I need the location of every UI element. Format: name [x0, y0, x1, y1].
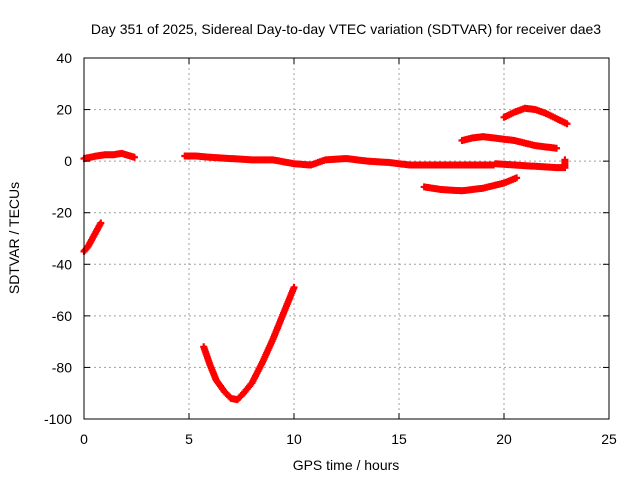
y-tick-label: -40 [52, 256, 72, 272]
x-tick-label: 25 [601, 431, 617, 447]
y-tick-label: 0 [64, 153, 72, 169]
axis-ticks: 0 5 10 15 20 25 -100 -80 -60 -40 -20 0 20 40 [44, 50, 617, 447]
data-point [290, 283, 298, 291]
series-arc-6 [458, 133, 560, 152]
x-tick-label: 5 [185, 431, 193, 447]
series-arc-4 [200, 283, 298, 404]
y-axis-label: SDTVAR / TECUs [6, 182, 22, 294]
y-tick-label: 20 [56, 102, 72, 118]
y-tick-label: -20 [52, 205, 72, 221]
series-arc-3 [181, 152, 497, 169]
data-marks [80, 104, 571, 404]
x-tick-label: 0 [80, 431, 88, 447]
data-point [130, 153, 138, 161]
x-axis-label: GPS time / hours [293, 457, 400, 473]
series-arc-5 [420, 174, 521, 195]
x-tick-label: 20 [496, 431, 512, 447]
data-point [97, 219, 105, 227]
y-tick-label: -80 [52, 359, 72, 375]
data-point [563, 120, 571, 128]
x-tick-label: 10 [286, 431, 302, 447]
y-tick-label: 40 [56, 50, 72, 66]
data-point [513, 174, 521, 182]
chart-title: Day 351 of 2025, Sidereal Day-to-day VTE… [91, 21, 601, 37]
plot-frame [83, 57, 610, 420]
y-tick-label: -60 [52, 308, 72, 324]
x-tick-label: 15 [391, 431, 407, 447]
series-arc-7 [492, 156, 569, 172]
series-arc-2 [80, 149, 138, 163]
y-tick-label: -100 [44, 411, 72, 427]
series-arc-8 [500, 104, 571, 128]
data-point [561, 156, 569, 164]
data-point [553, 144, 560, 152]
